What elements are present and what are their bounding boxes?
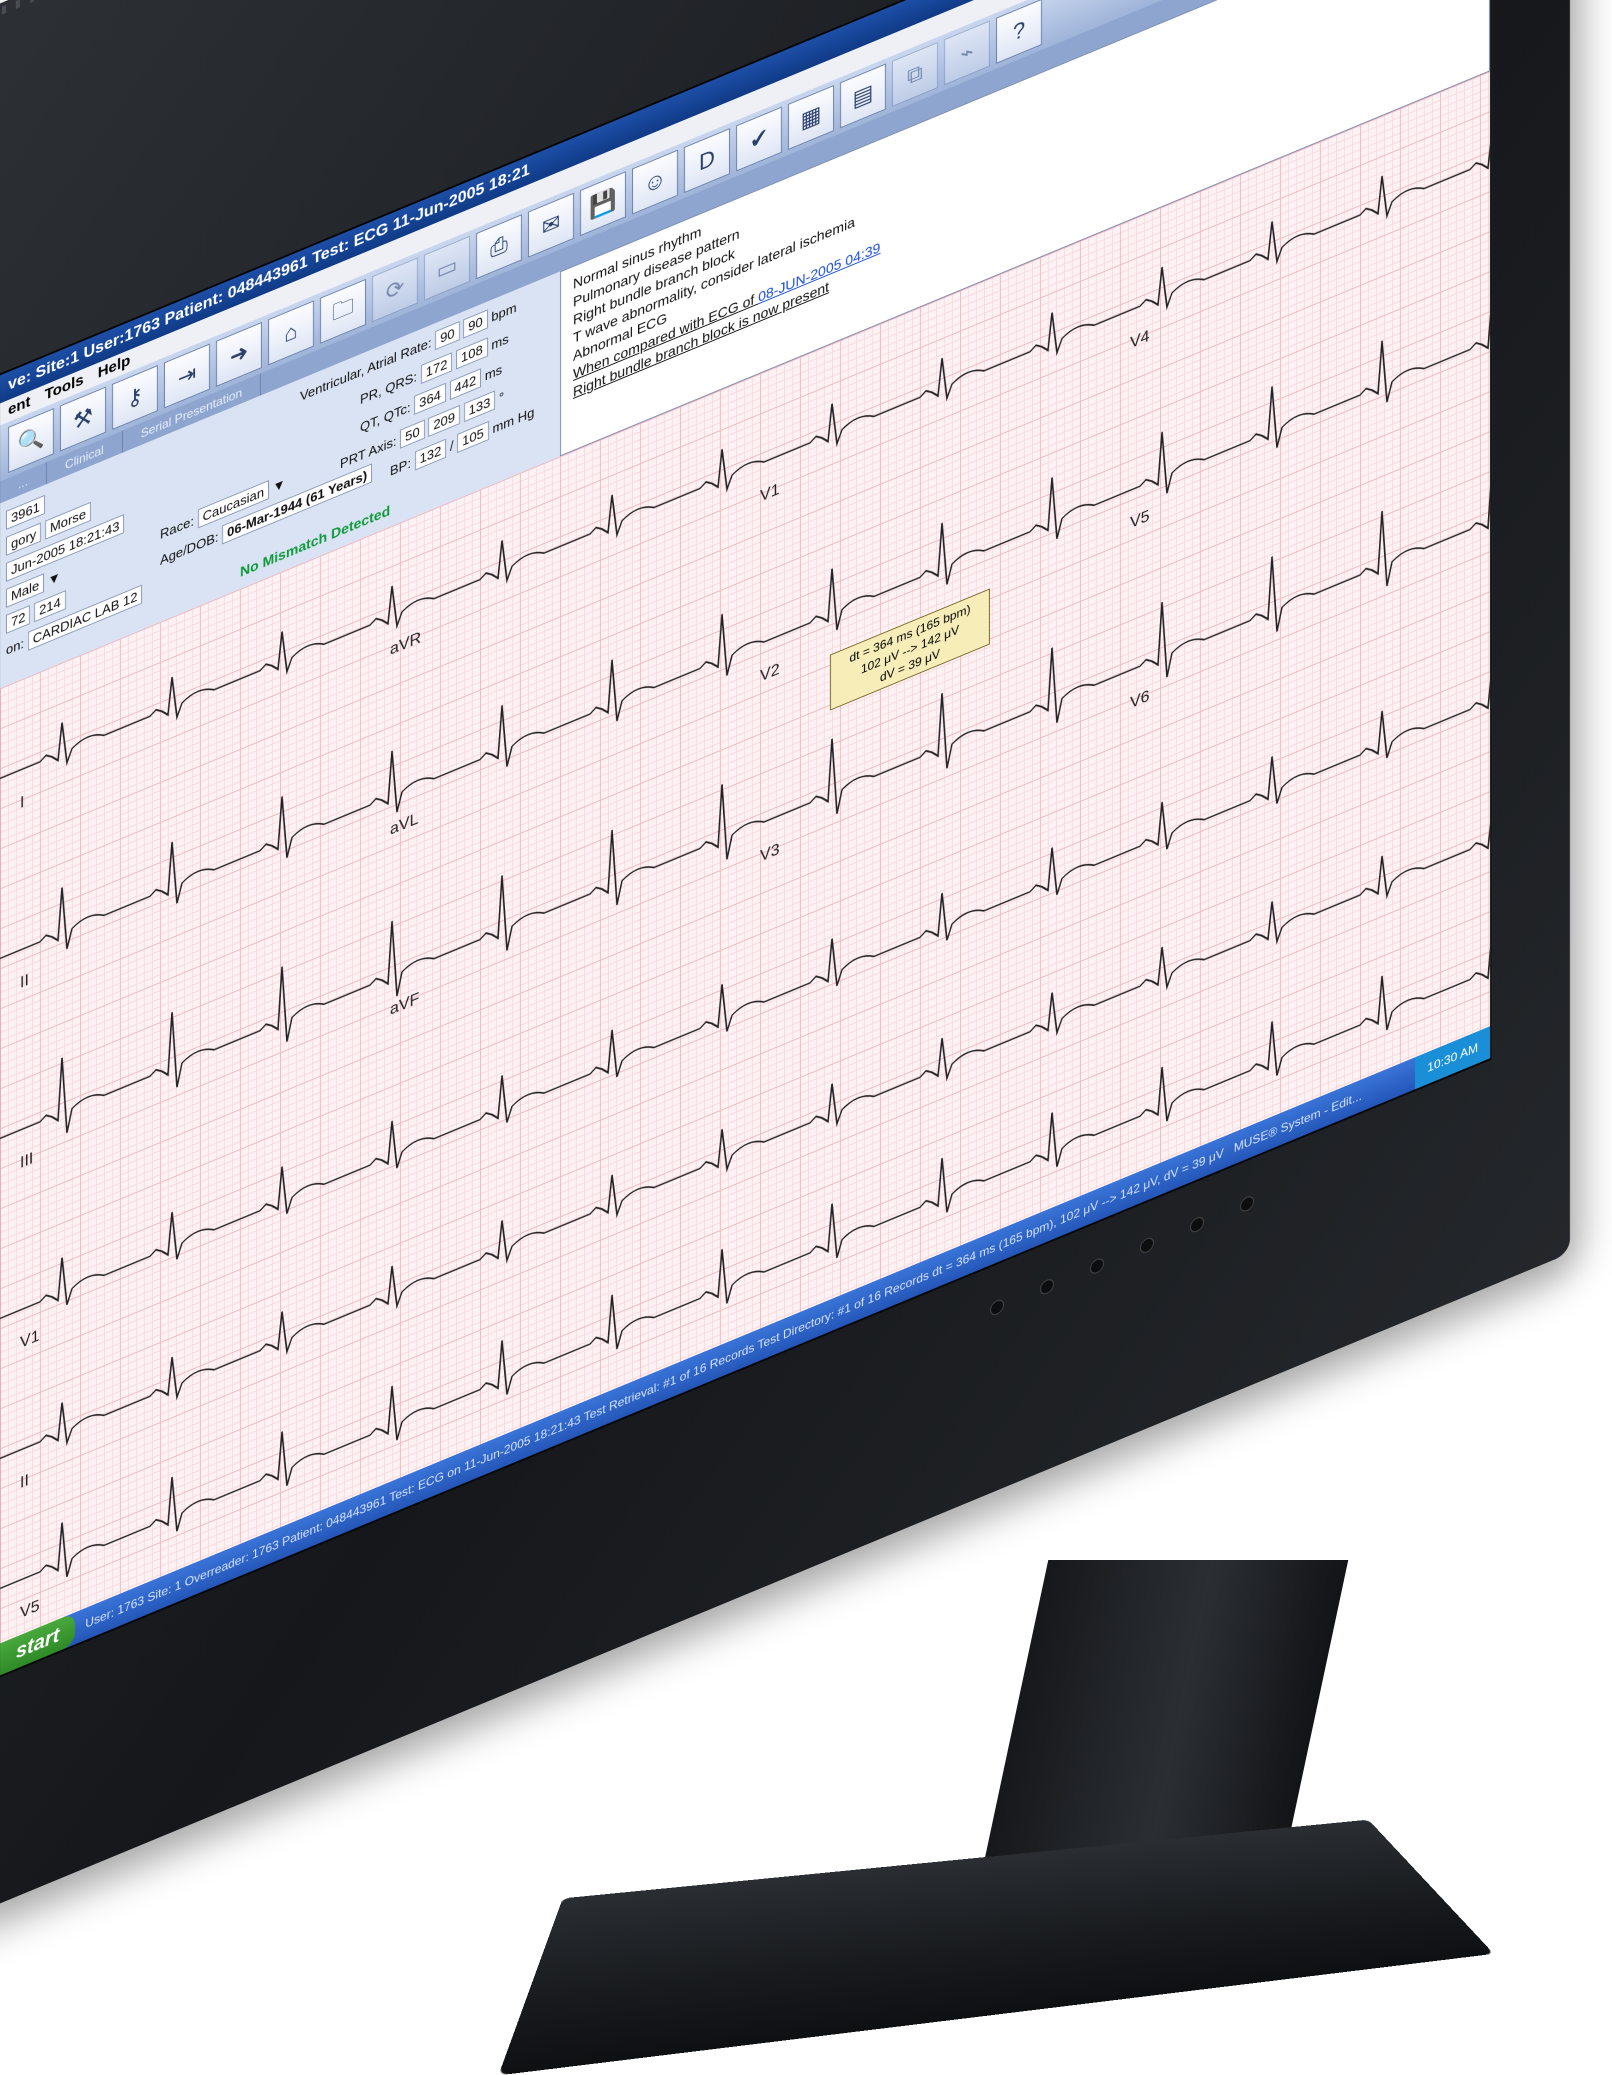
lead-label: III xyxy=(20,1148,33,1172)
pr-field[interactable]: 172 xyxy=(420,352,453,385)
qtc-field[interactable]: 442 xyxy=(449,368,482,401)
lead-label: aVF xyxy=(390,988,419,1018)
lead-label: V1 xyxy=(20,1326,40,1352)
bezel-button[interactable] xyxy=(1190,1214,1204,1235)
p-axis-field[interactable]: 50 xyxy=(400,419,425,449)
location-label: on: xyxy=(6,635,25,658)
r-axis-field[interactable]: 209 xyxy=(428,404,461,438)
ecg-trace xyxy=(0,130,1490,780)
monitor: ve: Site:1 User:1763 Patient: 048443961 … xyxy=(0,0,1570,1920)
bezel-button[interactable] xyxy=(1140,1235,1154,1256)
t-axis-field[interactable]: 133 xyxy=(463,390,496,423)
bp-diastolic-field[interactable]: 105 xyxy=(457,420,489,454)
bezel-button[interactable] xyxy=(1240,1194,1254,1214)
bezel-button[interactable] xyxy=(1040,1276,1054,1297)
bezel-button[interactable] xyxy=(1090,1256,1104,1276)
ventricular-rate-field[interactable]: 90 xyxy=(435,321,460,351)
lead-label: aVR xyxy=(390,628,421,659)
axis-unit: ° xyxy=(498,388,505,406)
qt-unit: ms xyxy=(484,361,503,384)
lead-label: II xyxy=(20,1470,29,1492)
lead-label: V2 xyxy=(760,659,780,685)
lead-label: II xyxy=(20,970,29,992)
atrial-rate-field[interactable]: 90 xyxy=(463,309,488,339)
bp-label: BP: xyxy=(390,455,411,479)
bp-unit: mm Hg xyxy=(492,404,535,437)
pr-qrs-unit: ms xyxy=(491,330,509,353)
bezel-button[interactable] xyxy=(990,1297,1004,1318)
lead-label: V4 xyxy=(1130,326,1150,352)
lead-label: V3 xyxy=(760,839,780,865)
height-field[interactable]: 72 xyxy=(6,604,31,634)
lead-label: I xyxy=(20,792,24,812)
race-label: Race: xyxy=(160,513,194,543)
lead-label: V5 xyxy=(1130,506,1150,532)
ecg-trace xyxy=(0,810,1490,1460)
rate-unit: bpm xyxy=(491,299,517,325)
lead-label: V5 xyxy=(20,1596,40,1622)
lead-label: aVL xyxy=(390,809,418,839)
lead-label: V6 xyxy=(1130,686,1150,712)
monitor-stand-base xyxy=(498,1819,1494,2075)
ecg-trace xyxy=(0,295,1490,960)
lead-label: V1 xyxy=(760,479,780,505)
qrs-field[interactable]: 108 xyxy=(456,337,488,370)
ecg-trace xyxy=(0,465,1490,1140)
ecg-trace xyxy=(0,665,1490,1320)
ecg-trace xyxy=(0,930,1490,1590)
bp-systolic-field[interactable]: 132 xyxy=(414,438,447,471)
qt-field[interactable]: 364 xyxy=(414,382,446,415)
screen: ve: Site:1 User:1763 Patient: 048443961 … xyxy=(0,0,1492,1679)
